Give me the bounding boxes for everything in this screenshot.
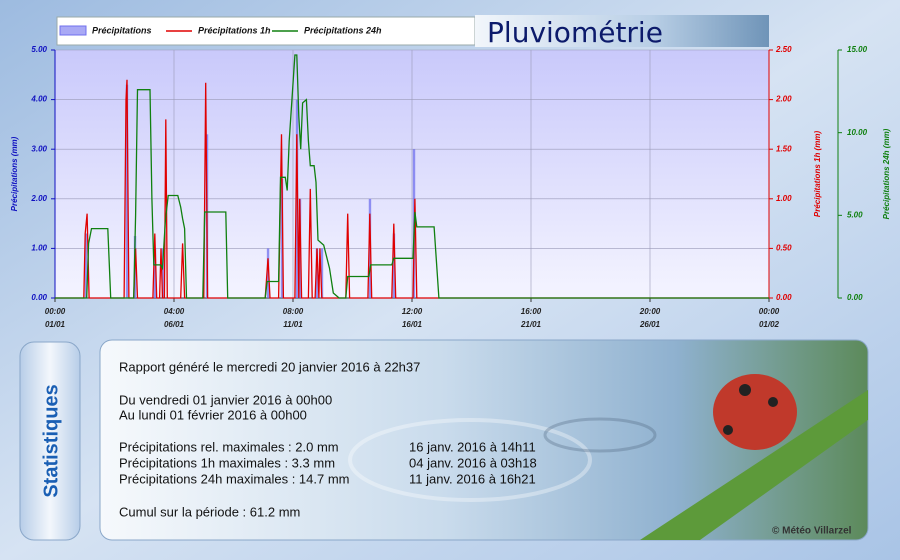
ladybug-spot <box>739 384 751 396</box>
stats-max-date: 16 janv. 2016 à 14h11 <box>409 439 536 454</box>
y-tick-label: 5.00 <box>31 45 47 54</box>
title-banner <box>475 15 769 47</box>
ladybug-spot <box>768 397 778 407</box>
chart: 0.00 1.00 2.00 3.00 4.00 5.00 00:00 01/01 04:00 0… <box>10 25 891 329</box>
x-tick-label: 00:00 <box>759 307 780 316</box>
stats-max-date: 04 janv. 2016 à 03h18 <box>409 455 537 470</box>
y3-tick-label: 5.00 <box>847 210 863 219</box>
y-tick-label: 1.00 <box>31 244 47 253</box>
stats-period-start: Du vendredi 01 janvier 2016 à 00h00 <box>119 392 332 407</box>
stats-period-end: Au lundi 01 février 2016 à 00h00 <box>119 407 307 422</box>
x-tick-sublabel: 16/01 <box>402 320 423 329</box>
y2-tick-label: 2.50 <box>775 45 792 54</box>
leaf <box>640 390 868 540</box>
x-tick-sublabel: 11/01 <box>283 320 303 329</box>
chart-title: Pluviométrie <box>487 16 663 49</box>
y2-tick-label: 0.50 <box>776 244 792 253</box>
stats-panel <box>99 339 869 541</box>
y2-tick-label: 1.50 <box>776 144 792 153</box>
stats-title: Statistiques <box>40 384 62 497</box>
y3-tick-label: 10.00 <box>847 128 868 137</box>
stats-max-label: Précipitations 24h maximales : 14.7 mm <box>119 471 349 486</box>
y2-tick-label: 2.00 <box>775 95 792 104</box>
x-tick-label: 00:00 <box>45 307 66 316</box>
x-tick-label: 16:00 <box>521 307 542 316</box>
x-tick-label: 12:00 <box>402 307 423 316</box>
y-tick-label: 3.00 <box>31 144 47 153</box>
x-tick-sublabel: 21/01 <box>520 320 542 329</box>
x-tick-sublabel: 06/01 <box>164 320 185 329</box>
y3-tick-label: 0.00 <box>847 293 863 302</box>
stats-max-label: Précipitations 1h maximales : 3.3 mm <box>119 455 335 470</box>
bar <box>266 248 270 298</box>
bar <box>161 248 165 298</box>
ladybug-spot <box>723 425 733 435</box>
x-tick-sublabel: 26/01 <box>639 320 661 329</box>
x-tick-sublabel: 01/01 <box>45 320 66 329</box>
bar <box>280 178 284 298</box>
bar <box>320 248 324 298</box>
legend-label: Précipitations 1h <box>198 25 271 35</box>
bar <box>125 84 129 298</box>
x-tick-sublabel: 01/02 <box>759 320 780 329</box>
line <box>55 54 769 299</box>
ladybug <box>713 374 797 450</box>
legend-label: Précipitations <box>92 25 152 35</box>
ripple <box>348 418 592 502</box>
legend-swatch <box>59 25 87 36</box>
y2-axis-title: Précipitations 1h (mm) <box>813 131 822 218</box>
x-tick-label: 20:00 <box>639 307 661 316</box>
y-tick-label: 4.00 <box>30 95 47 104</box>
x-tick-label: 04:00 <box>164 307 185 316</box>
y-tick-label: 0.00 <box>31 293 47 302</box>
ripple <box>543 417 657 453</box>
y3-axis-title: Précipitations 24h (mm) <box>882 128 891 219</box>
stats-total: Cumul sur la période : 61.2 mm <box>119 504 300 519</box>
stats-generated: Rapport généré le mercredi 20 janvier 20… <box>119 359 420 374</box>
y2-tick-label: 0.00 <box>776 293 792 302</box>
x-tick-label: 08:00 <box>283 307 304 316</box>
bar <box>153 248 157 298</box>
y2-tick-label: 1.00 <box>776 194 792 203</box>
y-axis-title: Précipitations (mm) <box>10 136 19 211</box>
y-tick-label: 2.00 <box>30 194 47 203</box>
stats-max-label: Précipitations rel. maximales : 2.0 mm <box>119 439 339 454</box>
legend-box <box>56 16 476 46</box>
copyright: © Météo Villarzel <box>772 526 852 537</box>
y3-tick-label: 15.00 <box>847 45 868 54</box>
legend-label: Précipitations 24h <box>304 25 382 35</box>
bar <box>315 248 319 298</box>
bar <box>392 233 396 298</box>
bar <box>84 233 88 298</box>
stats-tab <box>19 341 81 541</box>
stats-max-date: 11 janv. 2016 à 16h21 <box>409 471 536 486</box>
